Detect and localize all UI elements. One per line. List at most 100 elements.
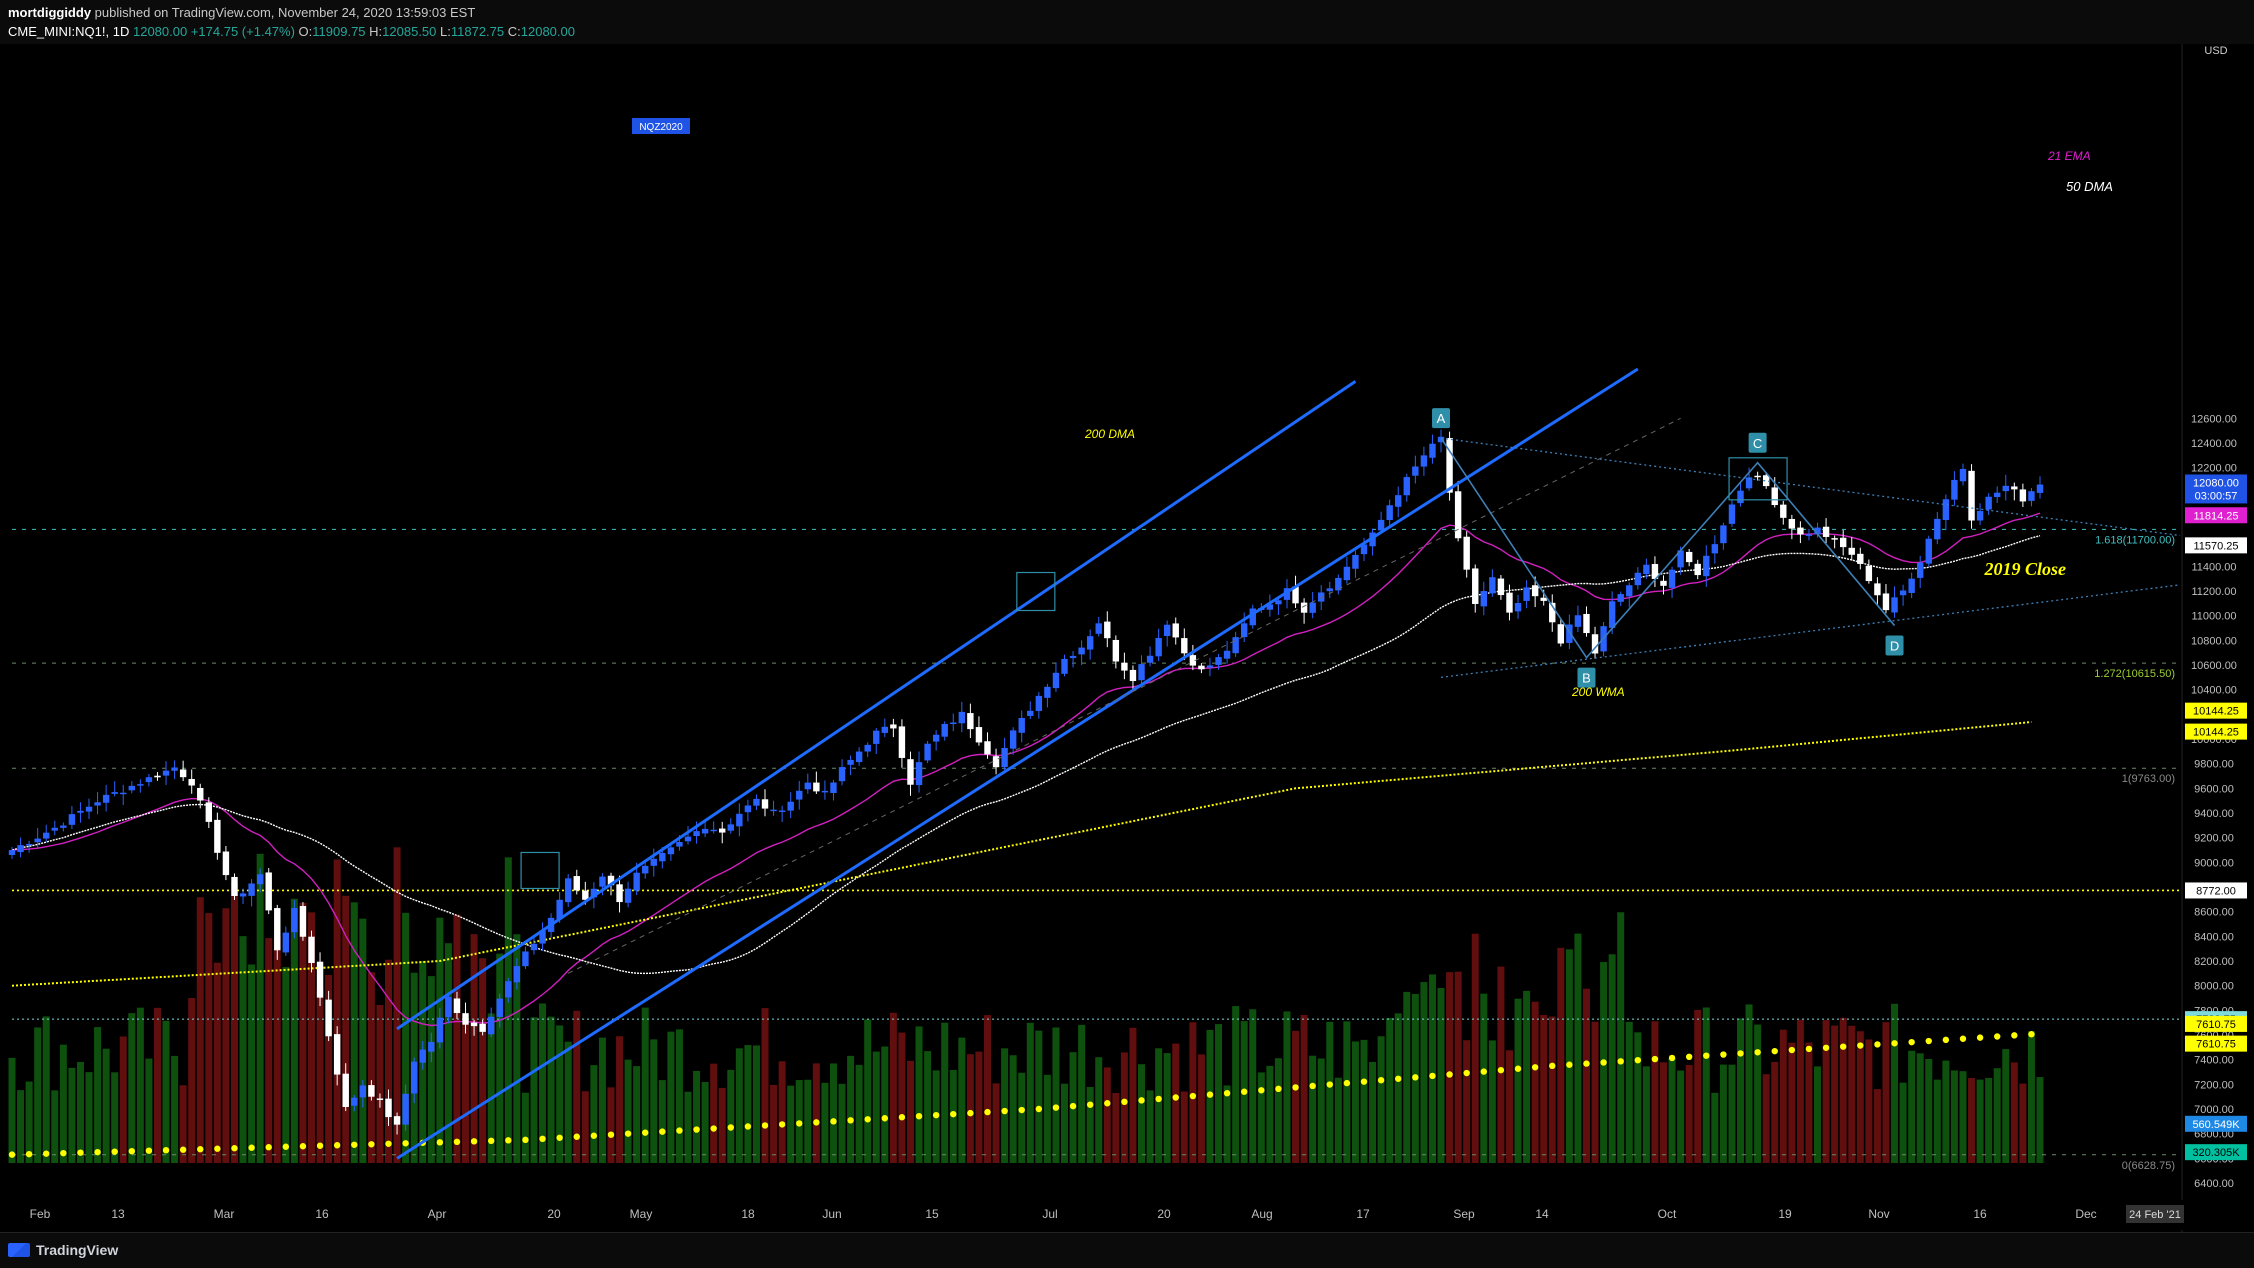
- candle-body: [693, 831, 700, 837]
- volume-bar: [1446, 972, 1454, 1163]
- wma200-dot: [624, 1130, 632, 1137]
- candle-body: [744, 805, 752, 813]
- price-tick-label: 8200.00: [2194, 956, 2234, 968]
- pattern-point-label: C: [1753, 436, 1762, 451]
- wma200-dot: [248, 1144, 255, 1151]
- volume-bar: [1471, 933, 1479, 1163]
- candle-body: [590, 888, 598, 898]
- volume-bar: [915, 1026, 923, 1163]
- price-tick-label: 9800.00: [2194, 759, 2234, 771]
- volume-bar: [1505, 1050, 1513, 1163]
- volume-bar: [119, 1036, 127, 1163]
- dma200-label: 200 DMA: [1084, 427, 1135, 441]
- candle-body: [830, 782, 837, 793]
- candle-body: [1232, 637, 1239, 654]
- volume-bar: [342, 895, 350, 1163]
- price-badge: [2185, 487, 2247, 504]
- wma200-dot: [8, 1151, 16, 1158]
- volume-bar: [906, 1060, 914, 1163]
- wma200-dot: [145, 1147, 153, 1154]
- candle-body: [1163, 624, 1171, 636]
- volume-bar: [735, 1048, 743, 1163]
- time-tick-label: Oct: [1658, 1207, 1677, 1221]
- candle-body: [710, 829, 717, 832]
- volume-bar: [829, 1063, 837, 1163]
- volume-bar: [1035, 1030, 1043, 1163]
- candle-body: [308, 936, 315, 963]
- candle-body: [1523, 587, 1530, 601]
- price-badge: [2185, 1115, 2247, 1132]
- candle-body: [1660, 580, 1667, 586]
- candle-body: [1377, 519, 1385, 531]
- candle-body: [1292, 586, 1299, 604]
- candle-body: [205, 802, 213, 822]
- author-name[interactable]: mortdiggiddy: [8, 5, 92, 20]
- candle-body: [1386, 505, 1393, 520]
- volume-bar: [393, 847, 401, 1163]
- volume-bar: [333, 859, 341, 1163]
- candle-body: [222, 851, 230, 876]
- volume-bar: [1908, 1050, 1916, 1163]
- symbol-label[interactable]: CME_MINI:NQ1!, 1D: [8, 24, 130, 39]
- time-tick-label: 19: [1778, 1207, 1792, 1221]
- volume-bar: [1138, 1064, 1146, 1163]
- volume-bar: [1343, 1021, 1351, 1163]
- candle-body: [1181, 638, 1188, 654]
- time-tick-label: Sep: [1453, 1207, 1475, 1221]
- candle-body: [1472, 568, 1479, 604]
- wma200-dot: [60, 1149, 67, 1157]
- wma200-dot: [847, 1117, 854, 1124]
- volume-bar: [290, 898, 298, 1163]
- volume-bar: [1086, 1086, 1094, 1163]
- price-chart[interactable]: 1.618(11700.00) 1.272(10615.50) 1(9763.00)…: [0, 44, 2254, 1232]
- time-axis-bg: [0, 1200, 2254, 1230]
- candle-body: [1514, 603, 1522, 612]
- volume-bar: [1112, 1092, 1120, 1163]
- candle-body: [864, 744, 871, 752]
- candle-body: [941, 723, 948, 737]
- wma200-dot: [402, 1140, 409, 1147]
- candle-body: [1908, 578, 1915, 593]
- candle-body: [1318, 592, 1325, 602]
- candle-body: [1694, 563, 1701, 576]
- time-tick-label: May: [630, 1207, 653, 1221]
- fib-level-label: 0(6628.75): [2122, 1160, 2175, 1172]
- candle-body: [1463, 536, 1470, 570]
- wma200-dot: [1018, 1106, 1025, 1114]
- candle-body: [120, 792, 127, 795]
- candle-body: [1027, 710, 1034, 716]
- volume-bar: [359, 918, 367, 1163]
- candle-body: [1480, 591, 1487, 607]
- candle-body: [325, 999, 332, 1037]
- wma200-dot: [1480, 1068, 1487, 1075]
- volume-bar: [1180, 1091, 1188, 1163]
- contract-label: NQZ2020: [639, 122, 683, 133]
- wma200-dot: [1976, 1034, 1984, 1041]
- wma200-dot: [77, 1149, 84, 1156]
- price-badge-label: 8772.00: [2196, 885, 2236, 897]
- wma200-dot: [1874, 1041, 1881, 1048]
- channel-mid-line: [567, 417, 1681, 974]
- wma200-dot: [830, 1118, 837, 1125]
- volume-bar: [307, 912, 315, 1163]
- volume-bar: [196, 897, 204, 1163]
- volume-bar: [128, 1013, 136, 1163]
- tradingview-logo[interactable]: TradingView: [8, 1242, 118, 1258]
- price-tick-label: 6400.00: [2194, 1178, 2234, 1190]
- volume-bar: [1916, 1053, 1924, 1163]
- candle-body: [616, 884, 623, 903]
- candle-body: [1951, 479, 1958, 500]
- candle-body: [1942, 499, 1950, 520]
- close-label: C:: [507, 24, 521, 39]
- candle-body: [855, 751, 863, 763]
- range-badge: [2126, 1205, 2184, 1223]
- candle-body: [1934, 518, 1941, 540]
- range-label: 24 Feb '21: [2129, 1209, 2181, 1221]
- wma200-dot: [1891, 1040, 1898, 1047]
- wma200-dot: [333, 1142, 341, 1149]
- candle-body: [556, 899, 563, 920]
- volume-bar: [205, 913, 213, 1163]
- candle-body: [2011, 486, 2018, 490]
- candle-body: [924, 743, 931, 761]
- volume-bar: [616, 1036, 624, 1163]
